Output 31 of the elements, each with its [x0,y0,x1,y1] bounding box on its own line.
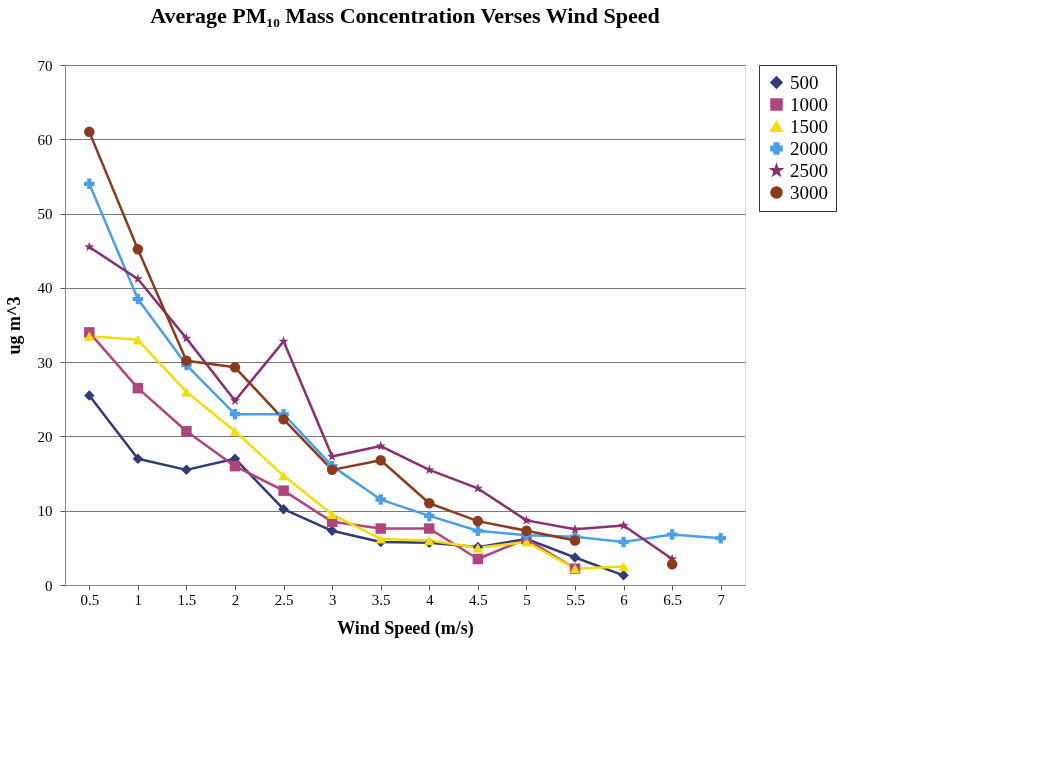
legend-label: 1500 [790,115,828,137]
legend-label: 2500 [790,159,828,181]
x-tick-label: 2 [231,591,240,608]
x-tick-label: 2.5 [274,591,294,608]
x-tick-label: 6.5 [663,591,683,608]
y-axis-title: ug m^3 [3,296,24,355]
x-tick-label: 4.5 [468,591,488,608]
y-tick-label: 30 [37,354,53,371]
x-axis-title: Wind Speed (m/s) [337,617,474,639]
y-tick-label: 50 [37,206,53,223]
x-tick-label: 3 [328,591,337,608]
x-tick-label: 5.5 [566,591,585,608]
x-tick-label: 7 [717,591,726,608]
y-tick-label: 60 [37,131,53,148]
y-tick-label: 40 [37,280,53,297]
x-tick-label: 3.5 [371,591,391,608]
x-tick-label: 1.5 [177,591,197,608]
chart-title: Average PM₁₀ Mass Concentration Verses Wind Speed [150,3,660,28]
x-tick-label: 5 [523,591,531,608]
x-tick-label: 6 [620,591,629,608]
y-tick-label: 20 [37,428,53,445]
x-tick-label: 4 [426,591,435,608]
legend-label: 500 [790,71,819,93]
x-tick-label: 0.5 [80,591,100,608]
y-tick-label: 0 [45,577,53,594]
y-tick-label: 10 [37,503,53,520]
legend-label: 1000 [790,93,828,115]
y-tick-label: 70 [37,57,53,74]
legend-label: 2000 [790,137,828,159]
x-tick-label: 1 [134,591,143,608]
legend-label: 3000 [790,181,828,203]
